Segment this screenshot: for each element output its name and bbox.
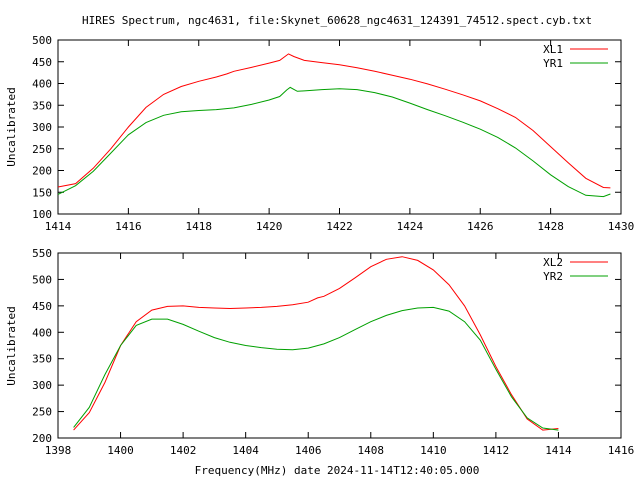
top-legend-label-xl1: XL1 (543, 43, 563, 56)
bottom-y-tick-label: 200 (32, 432, 52, 445)
top-x-tick-label: 1428 (537, 220, 564, 233)
bottom-x-tick-label: 1416 (608, 444, 635, 457)
bottom-x-tick-label: 1414 (545, 444, 572, 457)
top-spectrum-panel: 1414 1416 1418 1420 1422 1424 1426 1428 1430 100 1… (5, 34, 634, 233)
top-y-tick-label: 100 (32, 208, 52, 221)
top-x-tick-label: 1418 (186, 220, 213, 233)
bottom-y-tick-label: 250 (32, 406, 52, 419)
top-y-tick-label: 300 (32, 121, 52, 134)
bottom-x-tick-label: 1404 (232, 444, 259, 457)
top-y-tick-label: 500 (32, 34, 52, 47)
bottom-x-tick-label: 1402 (170, 444, 197, 457)
bottom-x-tick-label: 1408 (358, 444, 385, 457)
bottom-series-lines (73, 256, 559, 431)
top-x-tick-label: 1416 (115, 220, 142, 233)
figure-title: HIRES Spectrum, ngc4631, file:Skynet_606… (82, 14, 592, 27)
bottom-legend-label-xl2: XL2 (543, 256, 563, 269)
bottom-y-tick-label: 550 (32, 247, 52, 260)
bottom-x-tick-label: 1398 (45, 444, 72, 457)
top-x-tick-label: 1426 (467, 220, 494, 233)
bottom-x-tick-label: 1400 (107, 444, 134, 457)
top-y-axis-label: Uncalibrated (5, 87, 18, 166)
bottom-axis-ticks: 1398 1400 1402 1404 1406 1408 1410 1412 1414 1416… (32, 247, 634, 457)
top-x-tick-label: 1424 (397, 220, 424, 233)
bottom-y-tick-label: 500 (32, 273, 52, 286)
bottom-series-yr2-line (73, 306, 559, 431)
bottom-legend-label-yr2: YR2 (543, 270, 563, 283)
frequency-date-axis-label: Frequency(MHz) date 2024-11-14T12:40:05.… (195, 464, 480, 477)
top-series-lines (57, 53, 611, 198)
top-x-tick-label: 1422 (326, 220, 353, 233)
top-legend-label-yr1: YR1 (543, 57, 563, 70)
top-series-yr1-line (57, 86, 611, 198)
bottom-x-tick-label: 1412 (483, 444, 510, 457)
top-y-tick-label: 350 (32, 99, 52, 112)
bottom-spectrum-panel: 1398 1400 1402 1404 1406 1408 1410 1412 1414 1416… (5, 247, 634, 457)
top-y-tick-label: 400 (32, 78, 52, 91)
bottom-y-axis-label: Uncalibrated (5, 306, 18, 385)
bottom-y-tick-label: 300 (32, 379, 52, 392)
top-x-tick-label: 1430 (608, 220, 635, 233)
bottom-x-tick-label: 1410 (420, 444, 447, 457)
top-y-tick-label: 150 (32, 186, 52, 199)
top-x-tick-label: 1420 (256, 220, 283, 233)
top-y-tick-label: 200 (32, 165, 52, 178)
bottom-x-tick-label: 1406 (295, 444, 322, 457)
bottom-plot-frame (57, 252, 622, 439)
top-y-tick-label: 250 (32, 143, 52, 156)
top-axis-ticks: 1414 1416 1418 1420 1422 1424 1426 1428 1430 100 1… (32, 34, 634, 233)
top-plot-frame (57, 39, 622, 215)
top-x-tick-label: 1414 (45, 220, 72, 233)
top-y-tick-label: 450 (32, 56, 52, 69)
top-series-xl1-line (57, 53, 611, 189)
bottom-y-tick-label: 400 (32, 326, 52, 339)
bottom-series-xl2-line (73, 256, 559, 431)
bottom-y-tick-label: 350 (32, 353, 52, 366)
bottom-y-tick-label: 450 (32, 300, 52, 313)
